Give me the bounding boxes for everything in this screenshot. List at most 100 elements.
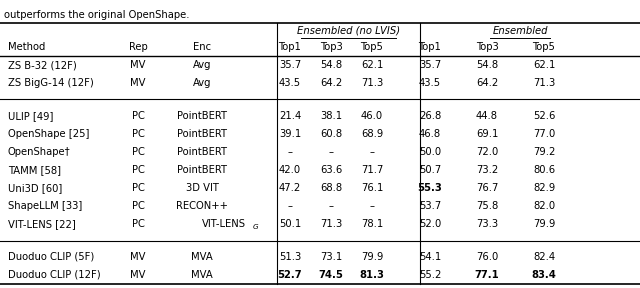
Text: 54.8: 54.8 [476, 60, 498, 70]
Text: Avg: Avg [193, 78, 211, 88]
Text: ULIP [49]: ULIP [49] [8, 111, 53, 121]
Text: MV: MV [131, 60, 146, 70]
Text: Method: Method [8, 42, 45, 52]
Text: OpenShape [25]: OpenShape [25] [8, 129, 90, 139]
Text: 79.9: 79.9 [361, 252, 383, 262]
Text: Top3: Top3 [476, 42, 499, 52]
Text: Duoduo CLIP (5F): Duoduo CLIP (5F) [8, 252, 94, 262]
Text: Duoduo CLIP (12F): Duoduo CLIP (12F) [8, 270, 100, 280]
Text: 52.6: 52.6 [533, 111, 555, 121]
Text: outperforms the original OpenShape.: outperforms the original OpenShape. [4, 10, 189, 20]
Text: 71.3: 71.3 [361, 78, 383, 88]
Text: 50.1: 50.1 [279, 219, 301, 229]
Text: Uni3D [60]: Uni3D [60] [8, 183, 62, 193]
Text: 74.5: 74.5 [319, 270, 344, 280]
Text: –: – [328, 201, 333, 211]
Text: 81.3: 81.3 [360, 270, 385, 280]
Text: VIT-LENS [22]: VIT-LENS [22] [8, 219, 76, 229]
Text: 77.1: 77.1 [475, 270, 499, 280]
Text: 3D VIT: 3D VIT [186, 183, 218, 193]
Text: G: G [253, 224, 259, 230]
Text: 43.5: 43.5 [279, 78, 301, 88]
Text: 69.1: 69.1 [476, 129, 498, 139]
Text: 73.3: 73.3 [476, 219, 498, 229]
Text: Ensembled: Ensembled [492, 26, 548, 35]
Text: MV: MV [131, 252, 146, 262]
Text: RECON++: RECON++ [176, 201, 228, 211]
Text: 75.8: 75.8 [476, 201, 498, 211]
Text: –: – [287, 147, 292, 157]
Text: –: – [369, 201, 374, 211]
Text: 77.0: 77.0 [533, 129, 555, 139]
Text: 79.9: 79.9 [533, 219, 555, 229]
Text: –: – [369, 147, 374, 157]
Text: 78.1: 78.1 [361, 219, 383, 229]
Text: MV: MV [131, 78, 146, 88]
Text: 68.8: 68.8 [320, 183, 342, 193]
Text: 55.3: 55.3 [418, 183, 442, 193]
Text: Top1: Top1 [278, 42, 301, 52]
Text: PC: PC [132, 219, 145, 229]
Text: 62.1: 62.1 [533, 60, 555, 70]
Text: PC: PC [132, 111, 145, 121]
Text: ZS B-32 (12F): ZS B-32 (12F) [8, 60, 77, 70]
Text: PC: PC [132, 201, 145, 211]
Text: PC: PC [132, 183, 145, 193]
Text: Top3: Top3 [319, 42, 342, 52]
Text: 79.2: 79.2 [533, 147, 555, 157]
Text: Rep: Rep [129, 42, 147, 52]
Text: VIT-LENS: VIT-LENS [202, 219, 246, 229]
Text: 82.0: 82.0 [533, 201, 555, 211]
Text: 35.7: 35.7 [419, 60, 441, 70]
Text: Top1: Top1 [419, 42, 442, 52]
Text: 52.0: 52.0 [419, 219, 441, 229]
Text: 80.6: 80.6 [533, 165, 555, 175]
Text: 54.1: 54.1 [419, 252, 441, 262]
Text: PointBERT: PointBERT [177, 129, 227, 139]
Text: Top5: Top5 [532, 42, 556, 52]
Text: 62.1: 62.1 [361, 60, 383, 70]
Text: MVA: MVA [191, 270, 213, 280]
Text: PointBERT: PointBERT [177, 165, 227, 175]
Text: 43.5: 43.5 [419, 78, 441, 88]
Text: 82.9: 82.9 [533, 183, 555, 193]
Text: 64.2: 64.2 [476, 78, 498, 88]
Text: Enc: Enc [193, 42, 211, 52]
Text: MVA: MVA [191, 252, 213, 262]
Text: PC: PC [132, 147, 145, 157]
Text: 46.0: 46.0 [361, 111, 383, 121]
Text: 60.8: 60.8 [320, 129, 342, 139]
Text: 21.4: 21.4 [279, 111, 301, 121]
Text: 47.2: 47.2 [279, 183, 301, 193]
Text: 71.3: 71.3 [320, 219, 342, 229]
Text: PC: PC [132, 129, 145, 139]
Text: PointBERT: PointBERT [177, 147, 227, 157]
Text: ZS BigG-14 (12F): ZS BigG-14 (12F) [8, 78, 93, 88]
Text: –: – [328, 147, 333, 157]
Text: 46.8: 46.8 [419, 129, 441, 139]
Text: 71.7: 71.7 [361, 165, 383, 175]
Text: 68.9: 68.9 [361, 129, 383, 139]
Text: Top5: Top5 [360, 42, 383, 52]
Text: 82.4: 82.4 [533, 252, 555, 262]
Text: 35.7: 35.7 [279, 60, 301, 70]
Text: 44.8: 44.8 [476, 111, 498, 121]
Text: 64.2: 64.2 [320, 78, 342, 88]
Text: 55.2: 55.2 [419, 270, 441, 280]
Text: 71.3: 71.3 [533, 78, 555, 88]
Text: 76.7: 76.7 [476, 183, 498, 193]
Text: 38.1: 38.1 [320, 111, 342, 121]
Text: PC: PC [132, 165, 145, 175]
Text: 42.0: 42.0 [279, 165, 301, 175]
Text: ShapeLLM [33]: ShapeLLM [33] [8, 201, 83, 211]
Text: Avg: Avg [193, 60, 211, 70]
Text: 50.0: 50.0 [419, 147, 441, 157]
Text: 52.7: 52.7 [278, 270, 302, 280]
Text: 54.8: 54.8 [320, 60, 342, 70]
Text: 73.1: 73.1 [320, 252, 342, 262]
Text: 76.0: 76.0 [476, 252, 498, 262]
Text: –: – [287, 201, 292, 211]
Text: 83.4: 83.4 [532, 270, 556, 280]
Text: 50.7: 50.7 [419, 165, 441, 175]
Text: MV: MV [131, 270, 146, 280]
